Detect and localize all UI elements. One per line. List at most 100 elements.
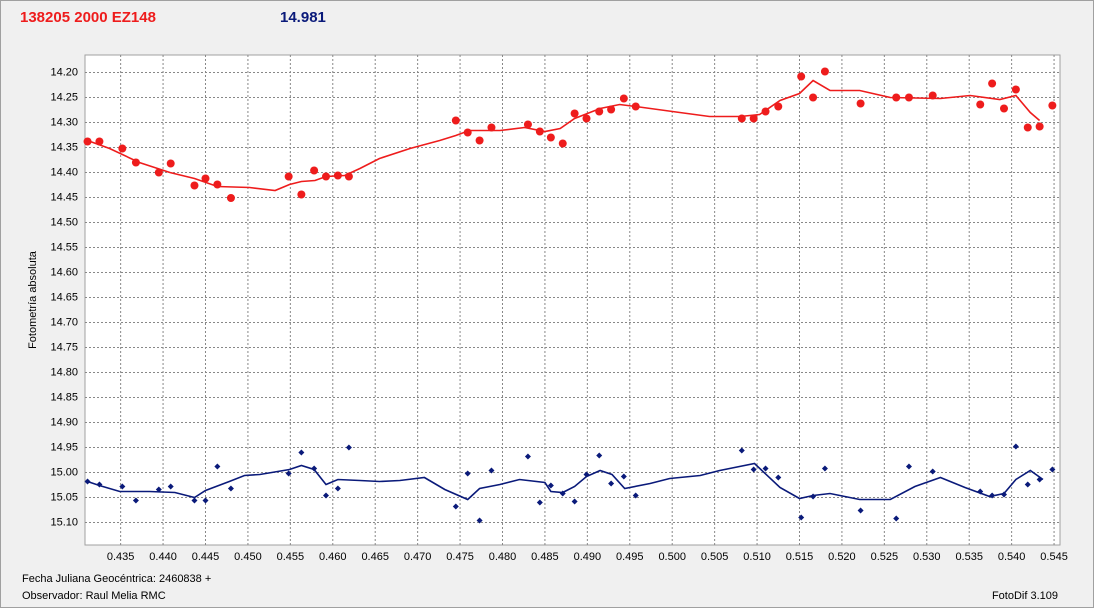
data-point: [775, 474, 782, 481]
x-tick-label: 0.480: [489, 551, 517, 563]
data-point: [547, 482, 554, 489]
x-tick-label: 0.485: [531, 551, 559, 563]
data-point: [202, 497, 209, 504]
data-point: [620, 473, 627, 480]
data-point: [570, 109, 579, 118]
fit-line: [87, 462, 1044, 501]
x-tick-label: 0.465: [361, 551, 389, 563]
data-point: [546, 133, 555, 142]
data-point: [285, 470, 292, 477]
x-tick-label: 0.535: [955, 551, 983, 563]
y-tick-label: 14.30: [50, 116, 78, 128]
y-axis-label: Fotometría absoluta: [27, 250, 39, 349]
y-tick-label: 14.25: [50, 91, 78, 103]
data-point: [119, 483, 126, 490]
data-point: [476, 517, 483, 524]
y-tick-label: 14.40: [50, 166, 78, 178]
data-point: [582, 114, 591, 123]
x-tick-label: 0.505: [701, 551, 729, 563]
y-tick-label: 14.60: [50, 266, 78, 278]
data-point: [571, 498, 578, 505]
data-point: [190, 181, 199, 190]
data-point: [167, 483, 174, 490]
data-point: [798, 514, 805, 521]
data-point: [310, 166, 319, 175]
data-point: [83, 137, 92, 146]
x-tick-label: 0.470: [404, 551, 432, 563]
data-point: [523, 120, 532, 129]
data-point: [452, 503, 459, 510]
x-tick-label: 0.475: [446, 551, 474, 563]
data-point: [929, 468, 936, 475]
x-tick-label: 0.495: [616, 551, 644, 563]
y-tick-label: 14.75: [50, 341, 78, 353]
data-point: [632, 492, 639, 499]
data-point: [191, 497, 198, 504]
x-tick-label: 0.510: [743, 551, 771, 563]
data-point: [988, 79, 997, 88]
data-point: [596, 452, 603, 459]
data-point: [1023, 123, 1032, 132]
data-point: [608, 480, 615, 487]
data-point: [451, 116, 460, 125]
data-point: [749, 114, 758, 123]
data-point: [214, 463, 221, 470]
data-point: [857, 507, 864, 514]
y-tick-label: 14.95: [50, 441, 78, 453]
data-point: [226, 194, 235, 202]
x-tick-label: 0.440: [149, 551, 177, 563]
x-tick-label: 0.520: [828, 551, 856, 563]
y-tick-label: 14.35: [50, 141, 78, 153]
data-point: [905, 463, 912, 470]
data-point: [893, 515, 900, 522]
data-point: [558, 139, 567, 148]
data-point: [619, 94, 628, 103]
y-tick-label: 14.85: [50, 391, 78, 403]
data-point: [155, 486, 162, 493]
data-point: [762, 465, 769, 472]
y-tick-label: 15.05: [50, 491, 78, 503]
x-tick-label: 0.515: [786, 551, 814, 563]
y-tick-label: 14.70: [50, 316, 78, 328]
x-tick-label: 0.455: [277, 551, 305, 563]
y-tick-label: 14.90: [50, 416, 78, 428]
data-point: [345, 444, 352, 451]
y-tick-label: 14.55: [50, 241, 78, 253]
data-point: [738, 447, 745, 454]
x-tick-label: 0.450: [234, 551, 262, 563]
x-tick-label: 0.460: [319, 551, 347, 563]
y-tick-label: 15.10: [50, 516, 78, 528]
data-point: [201, 174, 210, 183]
data-point: [118, 144, 127, 153]
data-point: [1024, 481, 1031, 488]
data-point: [475, 136, 484, 145]
x-tick-label: 0.445: [192, 551, 220, 563]
data-point: [999, 104, 1008, 113]
data-point: [464, 470, 471, 477]
x-axis-label: Fecha Juliana Geocéntrica: 2460838 +: [22, 573, 211, 585]
x-tick-label: 0.540: [998, 551, 1026, 563]
data-point: [928, 91, 937, 100]
data-point: [132, 497, 139, 504]
chart-title: 138205 2000 EZ148: [20, 9, 156, 26]
x-tick-label: 0.490: [574, 551, 602, 563]
data-point: [821, 465, 828, 472]
data-point: [976, 100, 985, 109]
data-point: [487, 123, 496, 132]
chart-subtitle: 14.981: [280, 9, 326, 26]
y-tick-label: 14.65: [50, 291, 78, 303]
data-point: [297, 190, 306, 199]
data-point: [1048, 101, 1057, 110]
fit-line: [87, 79, 1041, 192]
x-tick-label: 0.530: [913, 551, 941, 563]
x-tick-label: 0.525: [871, 551, 899, 563]
data-point: [774, 102, 783, 111]
data-point: [607, 105, 616, 114]
data-point: [1011, 85, 1020, 94]
y-tick-label: 14.80: [50, 366, 78, 378]
data-point: [284, 172, 293, 181]
data-point: [524, 453, 531, 460]
data-point: [797, 72, 806, 81]
y-tick-label: 15.00: [50, 466, 78, 478]
